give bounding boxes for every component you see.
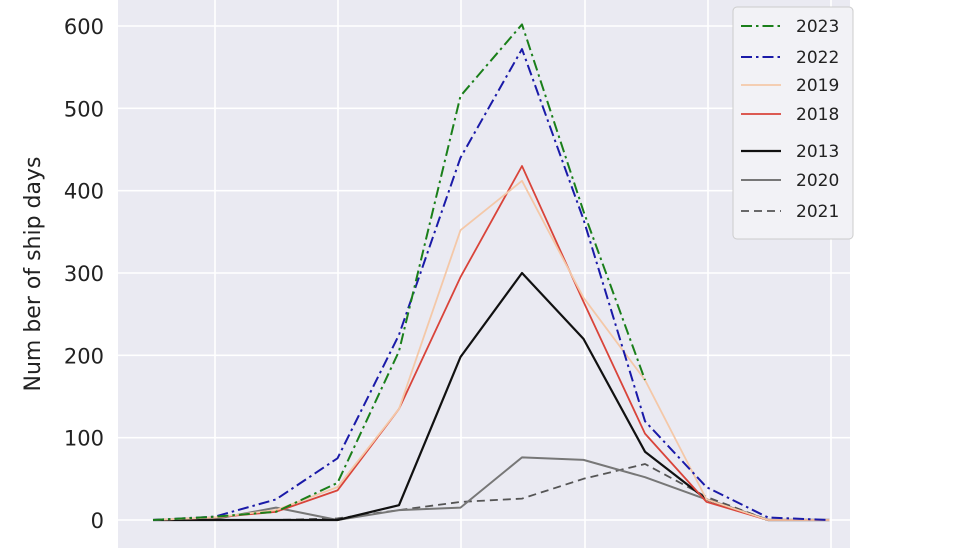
legend-label-2022: 2022	[796, 48, 839, 68]
legend-label-2013: 2013	[796, 142, 839, 162]
grid	[118, 0, 850, 548]
y-tick-label: 200	[64, 344, 104, 368]
legend-label-2018: 2018	[796, 105, 839, 125]
plot-background	[118, 0, 850, 548]
y-tick-label: 300	[64, 262, 104, 286]
y-tick-label: 600	[64, 15, 104, 39]
y-tick-label: 0	[91, 509, 104, 533]
series-line-2019	[152, 179, 830, 521]
y-tick-label: 400	[64, 180, 104, 204]
legend-label-2019: 2019	[796, 76, 839, 96]
series-line-2021	[153, 463, 830, 521]
y-tick-label: 500	[64, 97, 104, 121]
legend-label-2023: 2023	[796, 17, 839, 37]
legend: 2023 2022 2019 2018 2013 2020 2021	[732, 6, 854, 240]
legend-label-2020: 2020	[796, 171, 839, 191]
y-tick-label: 100	[64, 427, 104, 451]
y-axis-label: Num ber of ship days	[21, 157, 46, 392]
y-tick-labels: 0 100 200 300 400 500 600	[64, 15, 104, 533]
series-line-2022	[152, 48, 830, 521]
series-lines	[152, 23, 830, 522]
legend-label-2021: 2021	[796, 202, 839, 222]
series-line-2023	[152, 23, 646, 521]
